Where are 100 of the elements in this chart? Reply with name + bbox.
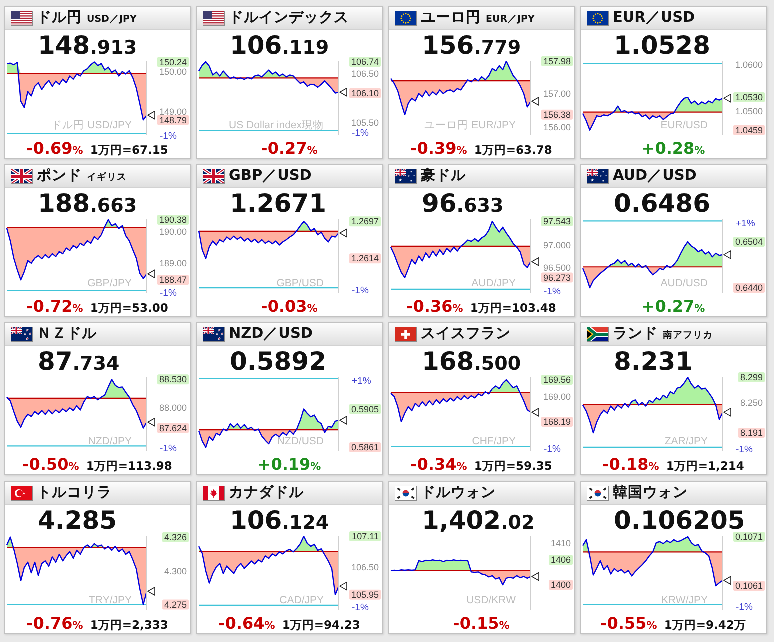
y-tick-label: 157.00 <box>543 89 571 100</box>
annotation: USD/KRW <box>466 594 516 607</box>
text: 1万円=53.00 <box>90 301 168 316</box>
text: 8.231 <box>614 347 694 377</box>
y-tick-label: 0.1071 <box>735 532 763 542</box>
text: 1万円=94.23 <box>282 618 360 633</box>
y-tick-label: 0.5861 <box>351 442 379 453</box>
annotation: TRY/JPY <box>89 594 132 607</box>
text: 106.119 <box>230 31 330 61</box>
text: 1万円=9.42万 <box>664 618 746 633</box>
annotation: ドル円 USD/JPY <box>52 120 132 132</box>
y-tick-label: 169.56 <box>543 375 571 386</box>
text: -0.27% <box>261 139 318 158</box>
text: 1,402.02 <box>422 506 535 536</box>
text: +0.28% <box>642 139 706 158</box>
y-tick-label: 148.79 <box>159 115 187 126</box>
series-label: -1% <box>160 443 178 454</box>
chart-title: スイスフラン <box>421 325 511 344</box>
y-tick-label: 188.47 <box>159 275 187 286</box>
y-tick-label: 97.543 <box>543 216 571 227</box>
series-label: -1% <box>736 602 754 613</box>
y-tick-label: 105.95 <box>351 590 379 600</box>
text: 188.663 <box>38 189 138 219</box>
annotation: GBP/USD <box>276 278 324 290</box>
text: +0.27% <box>642 297 706 316</box>
y-tick-label: 88.530 <box>159 374 187 385</box>
annotation: CAD/JPY <box>280 594 324 607</box>
y-tick-label: 107.11 <box>352 532 379 542</box>
chart-subtitle: EUR／JPY <box>486 14 535 25</box>
y-tick-label: 4.326 <box>164 532 187 542</box>
y-tick-label: 4.275 <box>164 600 187 610</box>
y-tick-label: 97.000 <box>543 240 571 251</box>
text: -0.72% <box>26 297 84 316</box>
y-tick-label: 0.5905 <box>351 404 379 414</box>
y-tick-label: 1.0459 <box>735 125 763 136</box>
text: -0.64% <box>218 614 276 633</box>
y-tick-label: 169.00 <box>543 392 571 402</box>
y-tick-label: 1.0500 <box>735 106 763 116</box>
y-tick-label: 8.191 <box>740 428 763 438</box>
chart-subtitle: USD／JPY <box>87 14 137 25</box>
annotation: ZAR/JPY <box>664 436 708 448</box>
annotation: KRW/JPY <box>662 594 708 607</box>
y-tick-label: 168.19 <box>543 417 571 428</box>
text: 1万円=103.48 <box>470 301 556 316</box>
y-tick-label: 157.98 <box>543 56 571 66</box>
text: 106.124 <box>230 506 330 536</box>
y-tick-label: 4.300 <box>164 566 187 577</box>
text: -0.76% <box>26 614 84 633</box>
y-tick-label: 1400 <box>550 580 571 590</box>
chart-title: ドル円 <box>37 10 82 26</box>
text: 168.500 <box>422 347 522 377</box>
chart-title: 豪ドル <box>421 166 466 186</box>
text: -0.34% <box>410 455 468 474</box>
text: 1万円=2,333 <box>90 618 168 633</box>
y-tick-label: 96.500 <box>543 262 571 273</box>
chart-title: ランド <box>613 326 658 342</box>
y-tick-label: 8.250 <box>740 398 763 408</box>
annotation: US Dollar index現物 <box>229 120 324 132</box>
y-tick-label: 156.00 <box>543 122 571 133</box>
y-tick-label: 1.0600 <box>735 60 763 70</box>
chart-title: ドルウォン <box>421 484 496 503</box>
series-label: -1% <box>544 444 562 455</box>
chart-subtitle: 南アフリカ <box>663 330 713 341</box>
text: 1万円=63.78 <box>474 143 552 158</box>
text: +0.19% <box>258 455 322 474</box>
y-tick-label: 106.50 <box>351 68 379 79</box>
y-tick-label: 0.6440 <box>735 283 763 294</box>
chart-title: NZD／USD <box>229 325 313 344</box>
y-tick-label: 0.1061 <box>735 581 763 592</box>
y-tick-label: 105.50 <box>351 118 379 128</box>
y-tick-label: 190.00 <box>159 226 187 237</box>
y-tick-label: 150.24 <box>159 57 187 68</box>
text: 1.2671 <box>230 189 326 219</box>
series-label: -1% <box>160 131 178 142</box>
y-tick-label: 106.50 <box>351 562 379 572</box>
y-tick-label: 87.624 <box>159 423 187 434</box>
text: -0.69% <box>26 139 84 158</box>
text: -0.03% <box>261 297 318 316</box>
series-label: -1% <box>544 286 562 298</box>
annotation: ユーロ円 EUR/JPY <box>424 120 516 132</box>
chart-title: AUD／USD <box>613 167 697 186</box>
text: -0.55% <box>600 614 658 633</box>
text: 96.633 <box>422 189 504 219</box>
text: -0.36% <box>406 297 464 316</box>
series-label: -1% <box>352 602 370 614</box>
y-tick-label: 8.299 <box>740 372 763 383</box>
chart-title: ユーロ円 <box>421 10 481 26</box>
annotation: CHF/JPY <box>472 436 516 448</box>
y-tick-label: 106.10 <box>351 88 379 98</box>
text: 156.779 <box>422 31 522 61</box>
chart-title: ＮＺドル <box>37 325 97 344</box>
text: -0.50% <box>22 455 80 474</box>
chart-subtitle: イギリス <box>87 172 127 183</box>
text: 1万円=67.15 <box>90 143 168 158</box>
text: 0.106205 <box>614 506 746 535</box>
y-tick-label: 149.00 <box>159 106 187 117</box>
text: 1.0528 <box>614 31 710 61</box>
y-tick-label: 88.000 <box>159 403 187 414</box>
text: 1万円=1,214 <box>666 459 744 474</box>
chart-title: ポンド <box>37 168 82 184</box>
